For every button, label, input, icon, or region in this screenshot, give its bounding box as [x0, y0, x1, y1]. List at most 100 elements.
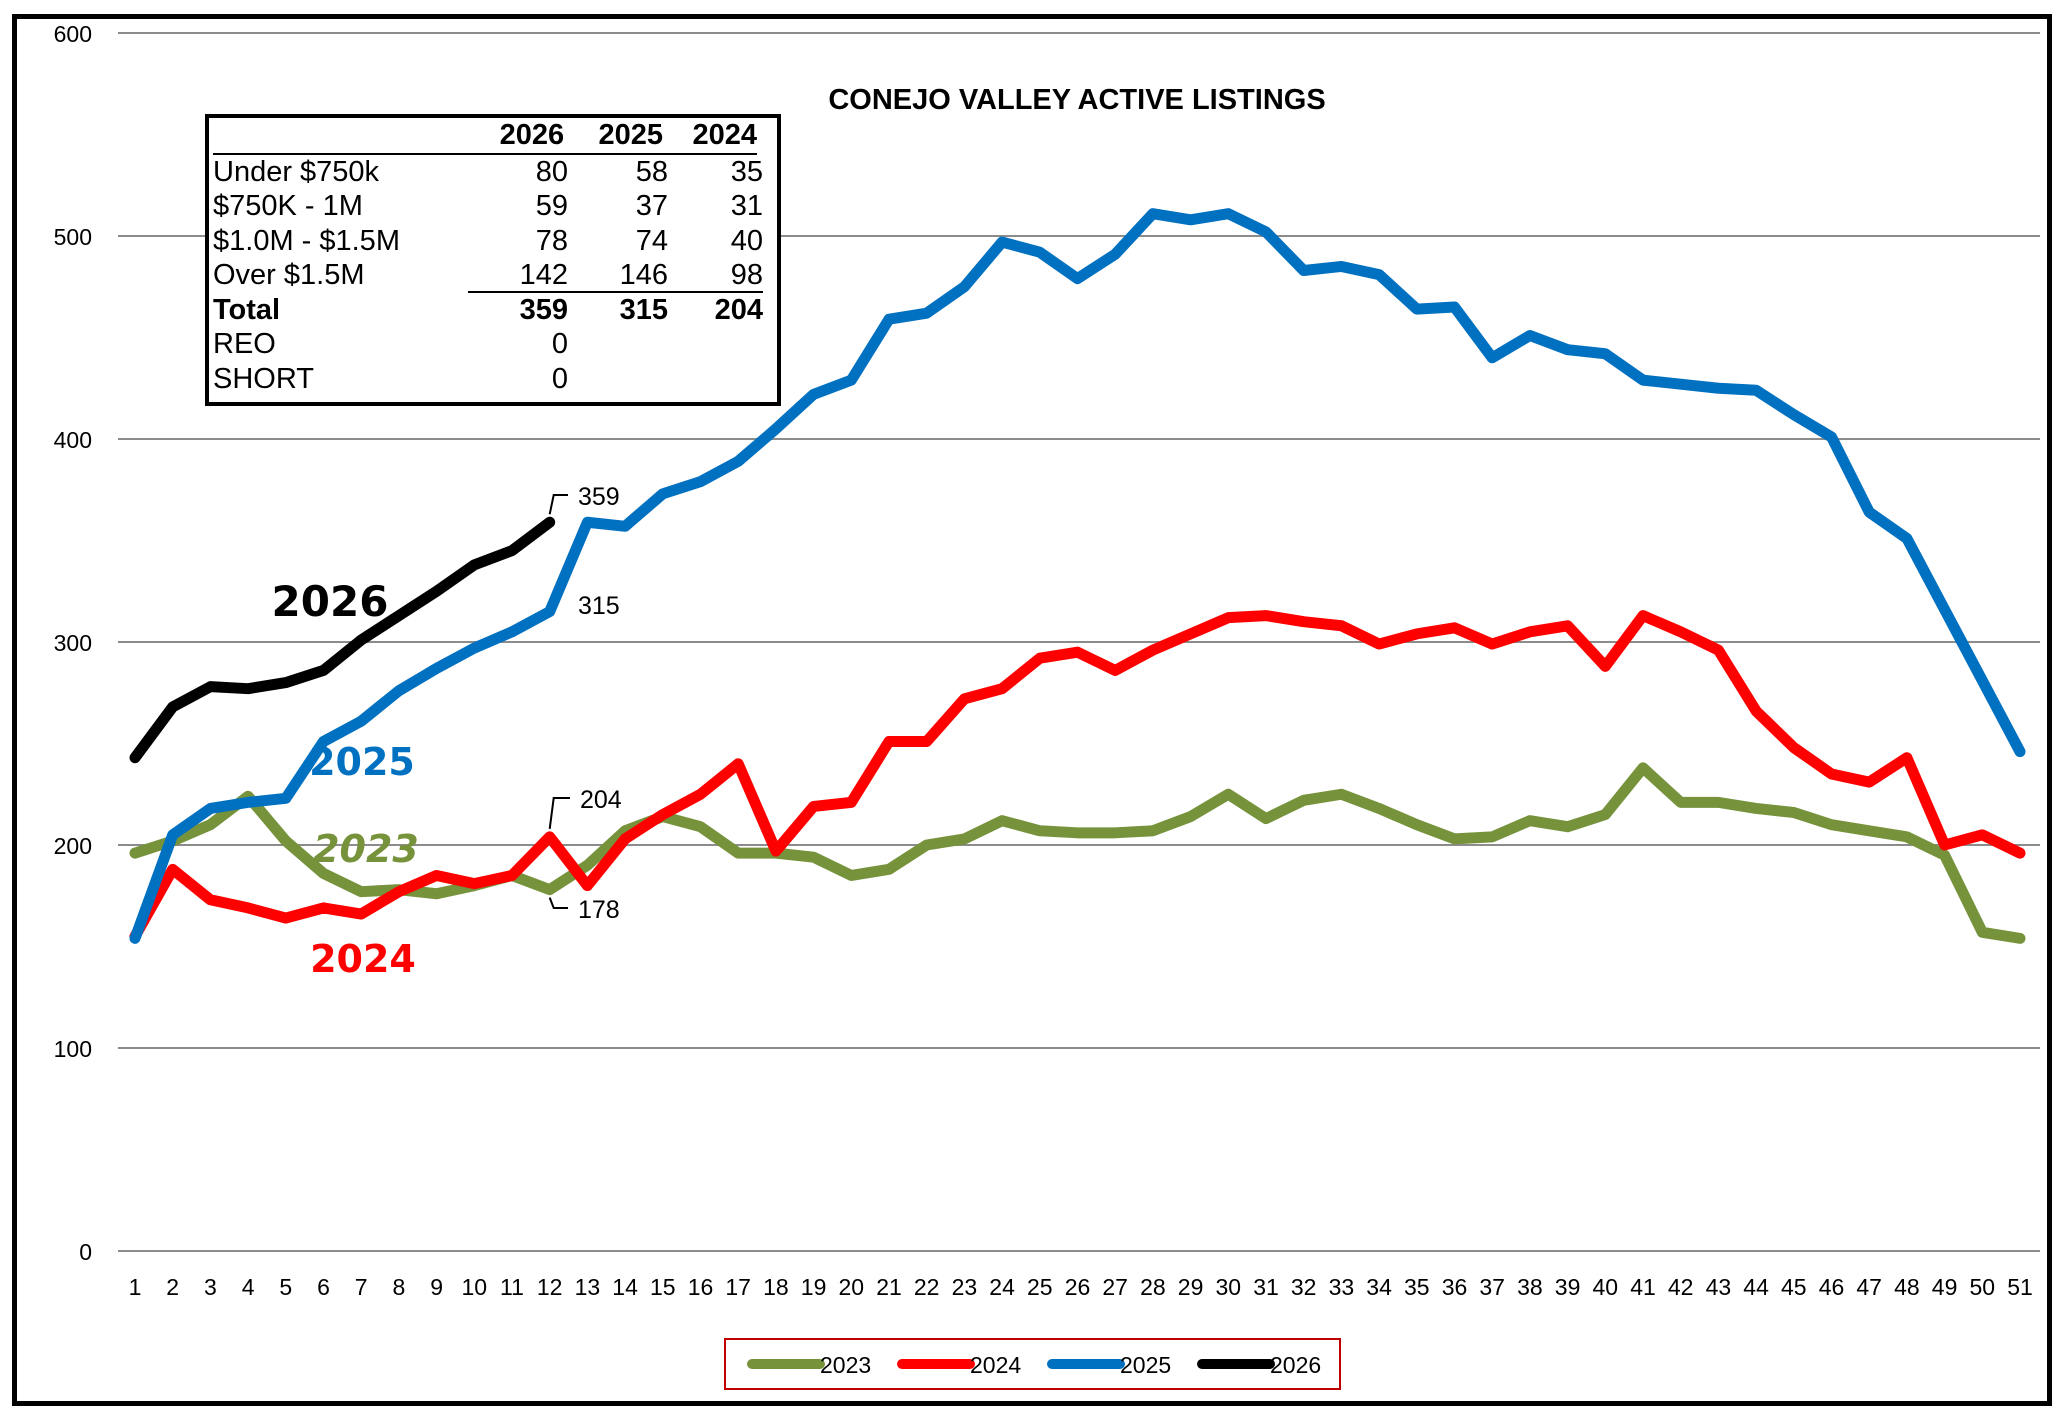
- x-tick-label: 33: [1329, 1274, 1355, 1300]
- x-tick-label: 11: [500, 1274, 524, 1300]
- x-tick-label: 12: [537, 1274, 563, 1300]
- cell: 315: [619, 293, 668, 326]
- row-label: Over $1.5M: [213, 259, 365, 291]
- x-tick-label: 36: [1442, 1274, 1468, 1300]
- legend-label-2026: 2026: [1270, 1352, 1321, 1378]
- table-reo-row: REO 0: [209, 327, 777, 362]
- x-tick-label: 51: [2007, 1274, 2033, 1300]
- cell: 37: [635, 190, 668, 222]
- x-tick-label: 1: [129, 1274, 142, 1300]
- x-tick-label: 10: [462, 1274, 488, 1300]
- y-tick-label: 300: [54, 630, 92, 656]
- x-tick-label: 25: [1027, 1274, 1053, 1300]
- legend-label-2023: 2023: [820, 1352, 871, 1378]
- series-line-2024: [129, 610, 2026, 942]
- x-tick-label: 26: [1065, 1274, 1091, 1300]
- table-total-row: Total 359 315 204: [209, 293, 777, 328]
- header-2026: 2026: [499, 119, 565, 151]
- x-tick-label: 44: [1743, 1274, 1769, 1300]
- series-line-2026: [129, 516, 556, 764]
- x-tick-label: 30: [1216, 1274, 1242, 1300]
- annotation-label: 315: [578, 592, 620, 620]
- cell: 31: [730, 190, 763, 222]
- row-label: REO: [213, 328, 276, 360]
- x-tick-label: 13: [575, 1274, 601, 1300]
- table-row: $1.0M - $1.5M 78 74 40: [209, 224, 777, 259]
- table-header: 2026 2025 2024: [213, 118, 757, 155]
- row-label: $750K - 1M: [213, 190, 363, 222]
- x-tick-label: 28: [1140, 1274, 1166, 1300]
- x-tick-label: 8: [393, 1274, 406, 1300]
- x-tick-label: 34: [1366, 1274, 1392, 1300]
- x-tick-label: 21: [876, 1274, 902, 1300]
- x-tick-label: 46: [1819, 1274, 1845, 1300]
- x-tick-label: 42: [1668, 1274, 1694, 1300]
- series-label-2024: 2024: [310, 937, 416, 981]
- y-tick-label: 400: [54, 427, 92, 453]
- x-tick-label: 22: [914, 1274, 940, 1300]
- x-tick-label: 39: [1555, 1274, 1581, 1300]
- table-row: Over $1.5M 142 146 98: [209, 258, 777, 293]
- y-tick-label: 0: [79, 1239, 92, 1265]
- x-tick-label: 31: [1253, 1274, 1279, 1300]
- x-tick-label: 24: [989, 1274, 1015, 1300]
- cell: 98: [668, 258, 763, 293]
- x-tick-label: 27: [1102, 1274, 1128, 1300]
- table-row: $750K - 1M 59 37 31: [209, 189, 777, 224]
- cell: 204: [714, 293, 763, 326]
- row-label: Total: [213, 293, 281, 326]
- cell: 0: [551, 362, 568, 395]
- annotation-label: 359: [578, 483, 620, 511]
- x-tick-label: 23: [952, 1274, 978, 1300]
- cell: 35: [730, 155, 763, 188]
- series-label-2026: 2026: [272, 577, 389, 626]
- cell: 74: [635, 224, 668, 257]
- series-label-2025: 2025: [309, 740, 415, 784]
- cell: 78: [535, 224, 568, 257]
- x-tick-label: 43: [1706, 1274, 1732, 1300]
- row-label: SHORT: [213, 362, 314, 395]
- table-row: Under $750k 80 58 35: [209, 155, 777, 190]
- cell: 359: [519, 293, 568, 326]
- annotation-leader: [548, 494, 568, 515]
- x-tick-label: 3: [204, 1274, 217, 1300]
- x-tick-label: 32: [1291, 1274, 1317, 1300]
- x-tick-label: 6: [317, 1274, 330, 1300]
- header-2024: 2024: [692, 119, 757, 151]
- cell: 142: [468, 258, 568, 293]
- x-tick-label: 37: [1479, 1274, 1505, 1300]
- x-tick-label: 40: [1593, 1274, 1619, 1300]
- x-tick-label: 18: [763, 1274, 789, 1300]
- table-short-row: SHORT 0: [209, 362, 777, 397]
- y-tick-label: 100: [54, 1036, 92, 1062]
- y-tick-label: 500: [54, 224, 92, 250]
- x-tick-label: 17: [725, 1274, 751, 1300]
- summary-table: 2026 2025 2024 Under $750k 80 58 35 $750K -…: [205, 114, 781, 406]
- x-tick-label: 2: [166, 1274, 179, 1300]
- x-tick-label: 41: [1630, 1274, 1656, 1300]
- header-blank: [213, 118, 465, 153]
- cell: 0: [551, 328, 568, 360]
- cell: 59: [535, 190, 568, 222]
- x-tick-label: 16: [688, 1274, 714, 1300]
- x-tick-label: 20: [839, 1274, 865, 1300]
- x-tick-label: 45: [1781, 1274, 1807, 1300]
- y-tick-label: 200: [54, 833, 92, 859]
- cell: 40: [730, 224, 763, 257]
- header-2025: 2025: [598, 119, 664, 151]
- annotation-label: 178: [578, 896, 620, 924]
- x-tick-label: 7: [355, 1274, 368, 1300]
- annotation-label: 204: [580, 786, 622, 814]
- x-tick-label: 38: [1517, 1274, 1543, 1300]
- row-label: Under $750k: [213, 155, 380, 188]
- x-tick-label: 5: [279, 1274, 292, 1300]
- x-tick-label: 49: [1932, 1274, 1958, 1300]
- cell: 58: [635, 155, 668, 188]
- chart-frame: [12, 14, 2052, 1406]
- x-tick-label: 50: [1970, 1274, 1996, 1300]
- legend-label-2025: 2025: [1120, 1352, 1171, 1378]
- x-tick-label: 35: [1404, 1274, 1430, 1300]
- x-tick-label: 9: [430, 1274, 443, 1300]
- x-tick-label: 15: [650, 1274, 676, 1300]
